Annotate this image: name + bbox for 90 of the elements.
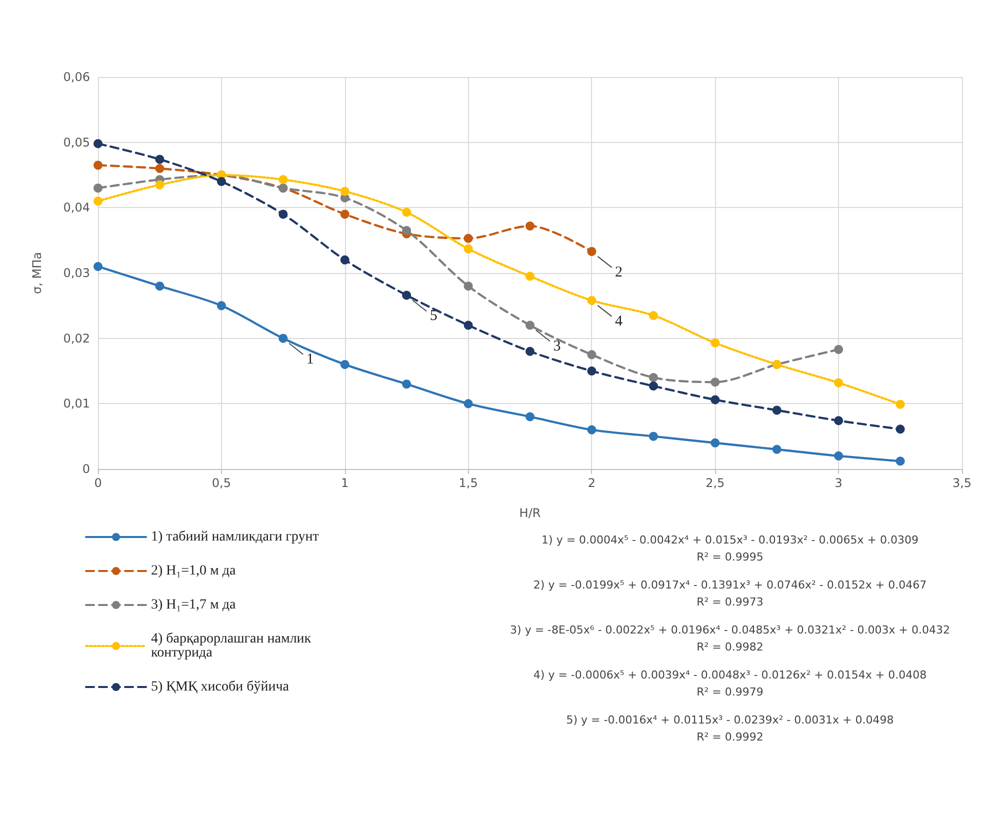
annotation: 2 xyxy=(614,264,622,280)
point xyxy=(278,175,288,184)
point xyxy=(278,210,288,219)
annotation: 3 xyxy=(553,338,561,354)
point xyxy=(340,360,350,369)
point xyxy=(772,406,782,415)
point xyxy=(896,456,905,466)
legend-label: 4) барқарорлашган намлик контурида xyxy=(151,632,312,660)
point xyxy=(155,154,164,164)
point xyxy=(216,301,226,310)
point xyxy=(94,262,102,271)
point xyxy=(648,382,658,391)
point xyxy=(278,334,288,343)
point xyxy=(710,395,720,404)
point xyxy=(464,399,473,408)
text: 1) y = 0.0004x⁵ - 0.0042x⁴ + 0.015x³ - 0.0193x² - 0.0065x + 0.0309 xyxy=(542,534,918,546)
point xyxy=(587,296,596,305)
legend-label: 2) H₁=1,0 м да xyxy=(151,564,237,578)
y-tick-label: 0,01 xyxy=(63,396,90,411)
y-tick-label: 0,02 xyxy=(63,331,90,346)
point xyxy=(834,378,844,388)
point xyxy=(402,380,412,389)
x-tick-label: 1,5 xyxy=(458,476,478,490)
y-tick-label: 0,04 xyxy=(63,200,90,215)
point xyxy=(710,338,720,348)
point xyxy=(216,177,226,186)
text: R² = 0.9995 xyxy=(696,550,764,564)
point xyxy=(896,424,905,434)
y-tick-label: 0,03 xyxy=(63,266,90,280)
x-tick-label: 0 xyxy=(94,476,102,490)
point xyxy=(834,451,844,460)
point xyxy=(648,432,658,441)
point xyxy=(94,184,102,193)
legend-label: 1) табиий намликдаги грунт xyxy=(151,530,319,544)
text: R² = 0.9973 xyxy=(696,596,764,608)
x-tick-label: 3 xyxy=(834,476,842,490)
point xyxy=(526,272,534,281)
annotation: 4 xyxy=(614,313,623,330)
point xyxy=(772,444,782,454)
point xyxy=(648,373,658,382)
text: 5) y = -0.0016x⁴ + 0.0115x³ - 0.0239x² - 0.0031x + 0.0498 xyxy=(566,714,894,726)
legend-label: 5) ҚМҚ хисоби бўйича xyxy=(151,680,290,694)
point xyxy=(464,244,473,254)
x-tick-label: 1 xyxy=(341,476,349,490)
point xyxy=(155,164,164,173)
point xyxy=(526,320,534,330)
text: R² = 0.9979 xyxy=(696,686,764,698)
point xyxy=(526,221,534,230)
point xyxy=(94,160,102,170)
text: 4) y = -0.0006x⁵ + 0.0039x⁴ - 0.0048x³ - 0.0126x² + 0.0154x + 0.0408 xyxy=(533,668,927,682)
x-tick-label: 2 xyxy=(588,476,596,490)
point xyxy=(340,255,350,264)
point xyxy=(464,320,473,330)
point xyxy=(464,234,473,243)
point xyxy=(402,226,412,236)
legend-label: 3) H₁=1,7 м да xyxy=(151,598,237,612)
point xyxy=(896,400,905,409)
annotation: 1 xyxy=(306,351,314,368)
y-tick-label: 0,06 xyxy=(63,70,90,84)
point xyxy=(402,290,412,300)
x-axis-title: H/R xyxy=(519,506,541,520)
point xyxy=(710,438,720,448)
point xyxy=(587,350,596,360)
point xyxy=(587,366,596,376)
x-tick-label: 3,5 xyxy=(952,476,972,490)
text: 3) y = -8E-05x⁶ - 0.0022x⁵ + 0.0196x⁴ - 0.0485x³ + 0.0321x² - 0.003x + 0.0432 xyxy=(510,624,950,636)
point xyxy=(155,180,164,190)
y-tick-label: 0 xyxy=(82,462,90,476)
point xyxy=(648,310,658,320)
text: R² = 0.9982 xyxy=(696,640,764,654)
point xyxy=(710,378,720,387)
point xyxy=(587,425,596,434)
point xyxy=(526,412,534,422)
x-tick-label: 2,5 xyxy=(706,476,725,490)
point xyxy=(340,210,350,219)
point xyxy=(834,416,844,426)
point xyxy=(94,196,102,206)
y-axis-title: σ, МПа xyxy=(30,252,44,294)
point xyxy=(834,344,844,354)
point xyxy=(155,282,164,291)
point xyxy=(587,246,596,256)
point xyxy=(464,282,473,291)
point xyxy=(340,186,350,196)
point xyxy=(526,346,534,356)
point xyxy=(402,208,412,217)
x-tick-label: 0,5 xyxy=(212,476,231,490)
text: 2) y = -0.0199x⁵ + 0.0917x⁴ - 0.1391x³ + 0.0746x² - 0.0152x + 0.0467 xyxy=(533,578,927,592)
text: R² = 0.9992 xyxy=(696,730,764,744)
point xyxy=(94,139,102,148)
y-tick-label: 0,05 xyxy=(63,135,90,150)
